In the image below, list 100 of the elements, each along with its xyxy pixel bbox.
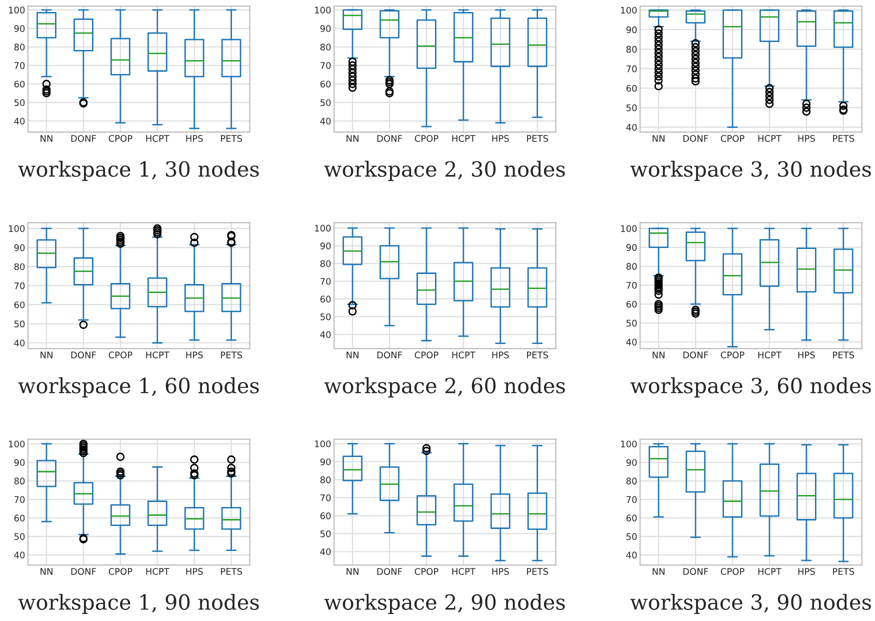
x-tick-label: DONF — [683, 135, 708, 142]
x-tick-label: NN — [40, 352, 52, 358]
y-tick-label: 50 — [14, 320, 25, 328]
y-tick-label: 40 — [320, 548, 331, 556]
y-tick-label: 80 — [14, 44, 25, 50]
x-tick-label: CPOP — [720, 352, 744, 358]
y-tick-label: 90 — [14, 459, 25, 466]
y-tick-label: 40 — [626, 552, 637, 558]
x-tick-label: DONF — [683, 352, 708, 358]
y-tick-label: 80 — [14, 478, 25, 484]
text: workspace 2, 30 nodes — [324, 160, 565, 181]
text: workspace 1, 30 nodes — [18, 160, 259, 181]
y-tick-label: 40 — [14, 118, 25, 125]
y-tick-label: 50 — [626, 104, 637, 112]
x-tick-label: DONF — [377, 352, 402, 358]
x-tick-label: CPOP — [414, 352, 438, 358]
x-tick-label: HPS — [798, 568, 815, 575]
x-tick-label: HCPT — [452, 135, 476, 142]
x-tick-label: NN — [652, 352, 664, 358]
y-tick-label: 100 — [8, 6, 25, 14]
x-tick-label: PETS — [220, 568, 242, 575]
y-tick-label: 100 — [621, 225, 637, 232]
y-tick-label: 90 — [626, 26, 637, 34]
x-tick-label: NN — [40, 135, 52, 142]
x-tick-label: NN — [652, 135, 664, 142]
x-tick-label: HCPT — [452, 568, 476, 575]
text: workspace 3, 90 nodes — [630, 594, 871, 614]
x-tick-label: HPS — [492, 568, 509, 575]
x-tick-label: PETS — [220, 352, 242, 358]
x-tick-label: HPS — [798, 135, 815, 142]
x-tick-label: PETS — [833, 352, 854, 358]
y-tick-label: 70 — [320, 62, 331, 70]
x-tick-label: HCPT — [146, 135, 170, 142]
x-tick-label: HCPT — [146, 352, 170, 358]
x-tick-label: HCPT — [452, 352, 476, 358]
text: workspace 2, 60 nodes — [324, 377, 565, 398]
x-tick-label: DONF — [377, 568, 402, 575]
y-tick-label: 70 — [320, 278, 331, 285]
x-tick-label: HPS — [186, 135, 203, 142]
y-tick-label: 40 — [14, 552, 25, 558]
y-tick-label: 100 — [315, 440, 331, 448]
x-tick-label: PETS — [833, 135, 854, 142]
y-tick-label: 60 — [14, 301, 25, 308]
y-tick-label: 50 — [14, 533, 25, 540]
y-tick-label: 60 — [320, 296, 331, 303]
y-tick-label: 80 — [320, 476, 331, 484]
x-tick-label: CPOP — [414, 568, 438, 575]
x-tick-label: HPS — [492, 135, 509, 142]
x-tick-label: HCPT — [146, 568, 170, 575]
y-tick-label: 60 — [14, 80, 25, 88]
y-tick-label: 60 — [320, 512, 331, 520]
y-tick-label: 60 — [14, 514, 25, 522]
x-tick-label: CPOP — [108, 135, 132, 142]
y-tick-label: 40 — [320, 118, 331, 125]
y-tick-label: 90 — [320, 458, 331, 466]
y-tick-label: 40 — [626, 338, 637, 346]
y-tick-label: 40 — [14, 340, 25, 346]
y-tick-label: 80 — [626, 478, 637, 484]
y-tick-label: 70 — [626, 282, 637, 289]
y-tick-label: 50 — [14, 99, 25, 106]
x-tick-label: PETS — [527, 568, 548, 575]
y-tick-label: 50 — [320, 530, 331, 538]
y-tick-label: 100 — [315, 6, 331, 14]
y-tick-label: 60 — [320, 80, 331, 88]
y-tick-label: 100 — [8, 440, 25, 448]
y-tick-label: 70 — [626, 496, 637, 503]
x-tick-label: DONF — [377, 135, 402, 142]
x-tick-label: HPS — [798, 352, 815, 358]
text: workspace 1, 90 nodes — [18, 594, 259, 614]
y-tick-label: 100 — [621, 440, 637, 448]
x-tick-label: NN — [40, 568, 52, 575]
y-tick-label: 70 — [14, 496, 25, 503]
x-tick-label: PETS — [220, 135, 242, 142]
y-tick-label: 50 — [626, 320, 637, 327]
y-tick-label: 70 — [626, 65, 637, 72]
x-tick-label: NN — [346, 568, 358, 575]
y-tick-label: 40 — [626, 124, 637, 131]
x-tick-label: DONF — [71, 135, 96, 142]
x-tick-label: PETS — [527, 135, 548, 142]
y-tick-label: 60 — [626, 514, 637, 522]
x-tick-label: CPOP — [414, 135, 438, 142]
x-tick-label: DONF — [71, 568, 96, 575]
y-tick-label: 50 — [626, 533, 637, 540]
y-tick-label: 90 — [626, 244, 637, 251]
x-tick-label: HCPT — [758, 568, 782, 575]
y-tick-label: 80 — [14, 263, 25, 270]
y-tick-label: 80 — [626, 262, 637, 270]
x-tick-label: CPOP — [108, 568, 132, 575]
y-tick-label: 100 — [8, 225, 25, 232]
x-tick-label: HCPT — [758, 135, 782, 142]
x-tick-label: NN — [652, 568, 664, 575]
text: workspace 3, 60 nodes — [630, 377, 871, 398]
text: workspace 2, 90 nodes — [324, 594, 565, 614]
x-tick-label: HPS — [492, 352, 509, 358]
y-tick-label: 90 — [626, 459, 637, 466]
y-tick-label: 50 — [320, 99, 331, 106]
y-tick-label: 80 — [320, 44, 331, 50]
y-tick-label: 60 — [626, 84, 637, 92]
y-tick-label: 100 — [315, 224, 331, 232]
y-tick-label: 80 — [626, 46, 637, 53]
